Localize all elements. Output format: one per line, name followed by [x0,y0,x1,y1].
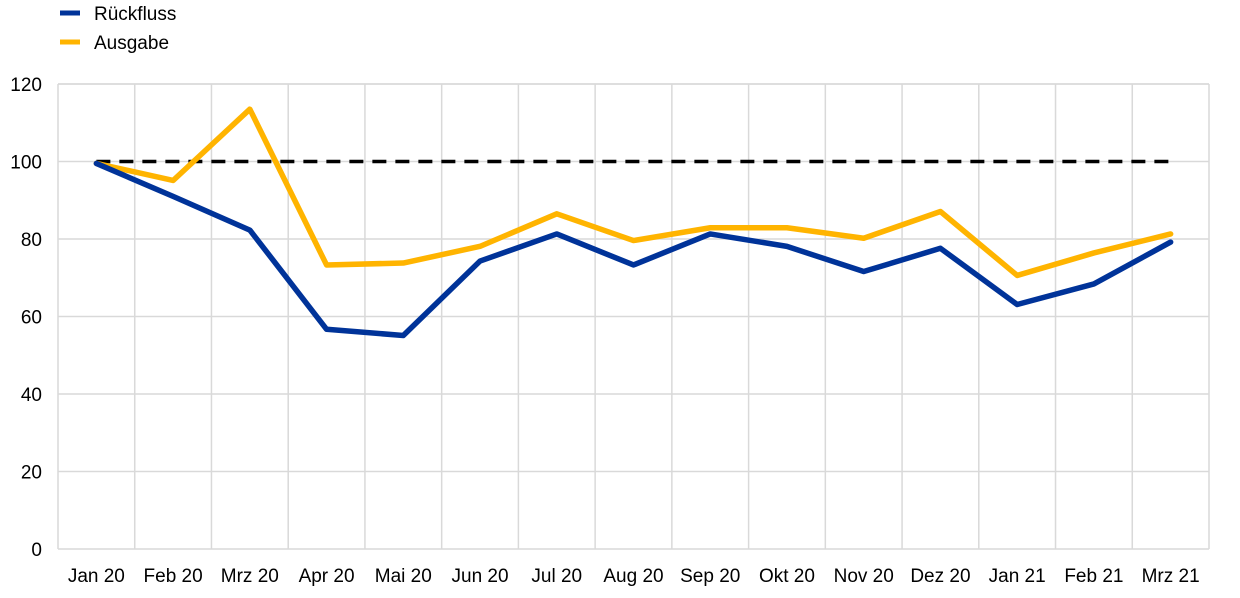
x-tick-label-5: Jun 20 [452,566,509,587]
series-line-rueckfluss [93,160,1174,339]
x-tick-label-12: Jan 21 [989,566,1046,587]
y-tick-label-60: 60 [21,308,42,329]
x-tick-label-6: Jul 20 [531,566,582,587]
x-tick-label-11: Dez 20 [910,566,970,587]
series-line-ausgabe [93,106,1174,279]
axes [57,84,1209,550]
y-tick-label-100: 100 [10,153,42,174]
x-tick-label-8: Sep 20 [680,566,740,587]
x-tick-label-1: Feb 20 [144,566,203,587]
x-tick-label-14: Mrz 21 [1142,566,1200,587]
x-tick-label-10: Nov 20 [834,566,894,587]
x-tick-label-3: Apr 20 [299,566,355,587]
gridlines [58,83,1210,549]
y-tick-label-80: 80 [21,230,42,251]
legend: Rückfluss Ausgabe [60,4,176,54]
x-axis-ticks: Jan 20 Feb 20 Mrz 20 Apr 20 Mai 20 Jun 20 Jul … [68,566,1200,587]
x-tick-label-9: Okt 20 [759,566,815,587]
x-tick-label-0: Jan 20 [68,566,125,587]
x-tick-label-4: Mai 20 [375,566,432,587]
x-tick-label-7: Aug 20 [603,566,663,587]
y-tick-label-0: 0 [31,540,42,561]
legend-label-ausgabe: Ausgabe [94,33,169,54]
series-group [93,106,1174,339]
y-tick-label-40: 40 [21,385,42,406]
y-tick-label-20: 20 [21,463,42,484]
x-tick-label-2: Mrz 20 [221,566,279,587]
legend-label-rueckfluss: Rückfluss [94,4,176,25]
y-axis-ticks: 0 20 40 60 80 100 120 [10,75,42,561]
y-tick-label-120: 120 [10,75,42,96]
x-tick-label-13: Feb 21 [1064,566,1123,587]
